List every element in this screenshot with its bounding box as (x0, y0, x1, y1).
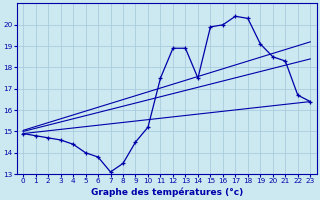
X-axis label: Graphe des températures (°c): Graphe des températures (°c) (91, 187, 243, 197)
